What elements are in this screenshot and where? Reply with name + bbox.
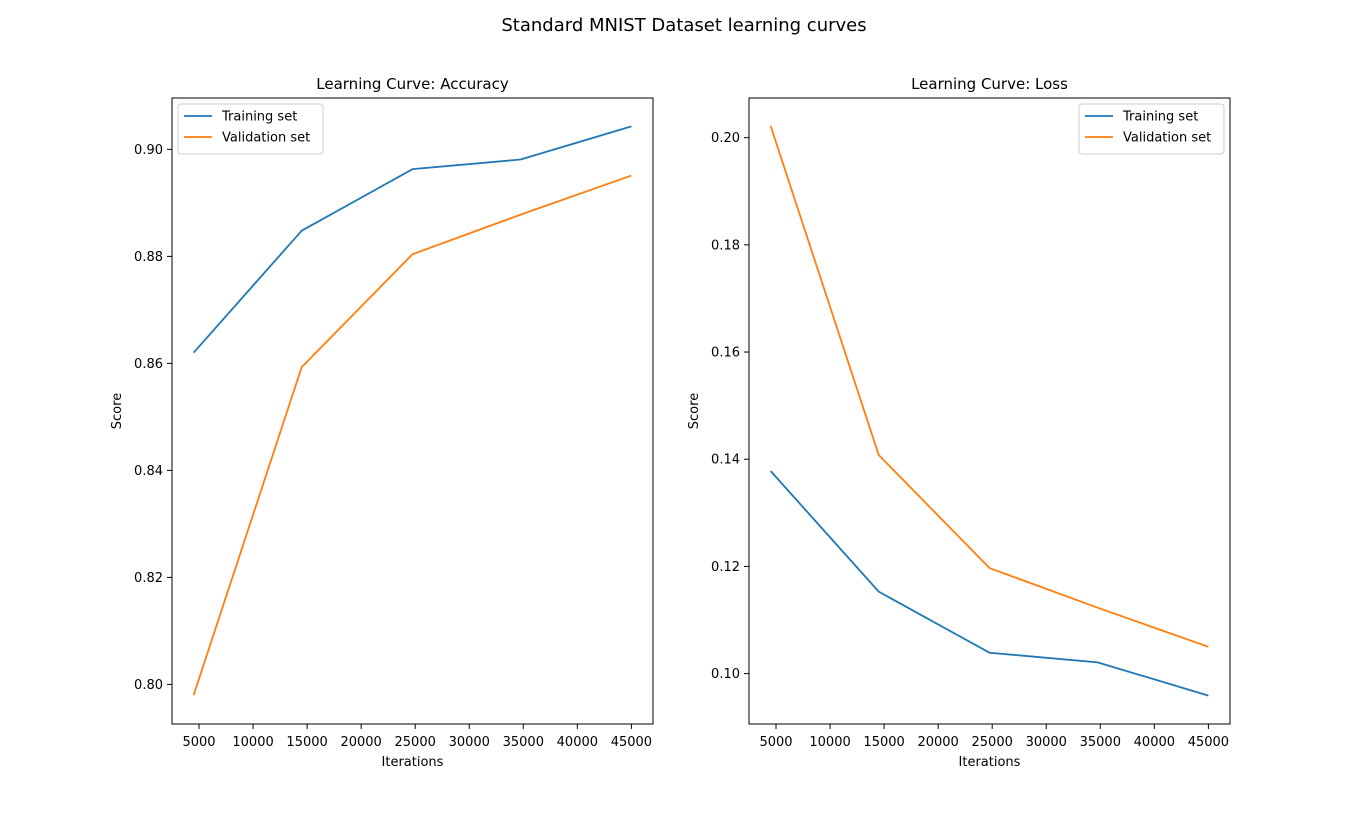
undefined-x-tick-label: 5000 (759, 735, 792, 750)
undefined-x-axis-label: Iterations (959, 755, 1021, 770)
undefined-x-tick-label: 40000 (557, 735, 598, 750)
undefined-x-tick-label: 45000 (611, 735, 652, 750)
undefined-legend-box (1078, 103, 1225, 155)
undefined-x-tick-label: 30000 (449, 735, 490, 750)
undefined-y-axis-label: Score (687, 393, 702, 429)
undefined-axes-frame (171, 97, 654, 725)
undefined-y-tick-label: 0.18 (711, 238, 740, 253)
undefined-series-training-line (192, 125, 632, 354)
undefined-x-tick-label: 15000 (863, 735, 904, 750)
undefined-y-tick-label: 0.80 (134, 678, 163, 693)
undefined-x-axis-label: Iterations (382, 755, 444, 770)
undefined-title: Learning Curve: Loss (911, 75, 1068, 93)
subplot-loss: Learning Curve: Loss 5000 10000 15000 20000 2… (687, 75, 1231, 770)
undefined-y-tick-label: 0.90 (134, 143, 163, 158)
subplot-accuracy: Learning Curve: Accuracy 5000 10000 15000 20… (110, 75, 654, 770)
undefined-y-tick-label: 0.12 (711, 560, 740, 575)
undefined-y-tick-label: 0.16 (711, 346, 740, 361)
undefined-x-tick-label: 40000 (1134, 735, 1175, 750)
undefined-y-tick-label: 0.82 (134, 571, 163, 586)
undefined-x-tick-label: 10000 (809, 735, 850, 750)
undefined-legend-label-training: Training set (221, 110, 297, 125)
undefined-legend-label-training: Training set (1122, 110, 1198, 125)
undefined-y-axis-label: Score (110, 393, 125, 429)
undefined-series-validation-line (192, 174, 632, 696)
undefined-y-tick-label: 0.10 (711, 667, 740, 682)
undefined-y-tick-label: 0.84 (134, 464, 163, 479)
undefined-x-tick-label: 5000 (182, 735, 215, 750)
undefined-x-tick-label: 35000 (1080, 735, 1121, 750)
undefined-x-tick-label: 25000 (972, 735, 1013, 750)
undefined-y-tick-label: 0.86 (134, 357, 163, 372)
undefined-x-tick-label: 20000 (917, 735, 958, 750)
undefined-legend-box (177, 103, 324, 155)
undefined-axes-frame (748, 97, 1231, 725)
undefined-x-tick-label: 20000 (340, 735, 381, 750)
undefined-y-tick-label: 0.20 (711, 131, 740, 146)
undefined-series-validation-line (769, 125, 1209, 648)
figure-title: Standard MNIST Dataset learning curves (501, 15, 866, 36)
undefined-series-training-line (769, 470, 1209, 697)
undefined-y-tick-label: 0.88 (134, 250, 163, 265)
undefined-x-tick-label: 15000 (286, 735, 327, 750)
undefined-y-tick-label: 0.14 (711, 453, 740, 468)
undefined-x-tick-label: 25000 (395, 735, 436, 750)
undefined-x-tick-label: 35000 (503, 735, 544, 750)
undefined-title: Learning Curve: Accuracy (316, 75, 509, 93)
undefined-x-tick-label: 30000 (1026, 735, 1067, 750)
undefined-legend-label-validation: Validation set (1123, 131, 1211, 146)
undefined-x-tick-label: 10000 (232, 735, 273, 750)
undefined-legend-label-validation: Validation set (222, 131, 310, 146)
undefined-x-tick-label: 45000 (1188, 735, 1229, 750)
